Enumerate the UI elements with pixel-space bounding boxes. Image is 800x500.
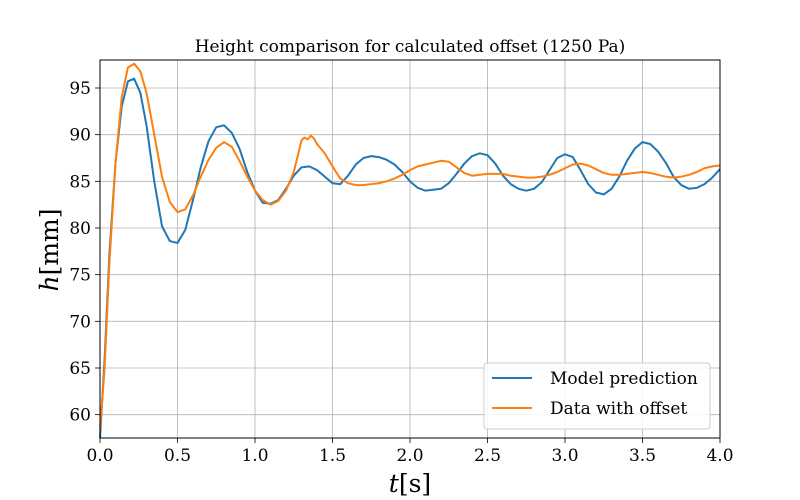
- legend-label-data: Data with offset: [550, 399, 687, 419]
- y-tick-label: 75: [69, 266, 91, 286]
- x-tick-label: 1.0: [241, 446, 268, 466]
- series-group: [99, 62, 721, 439]
- y-tick-label: 95: [69, 79, 91, 99]
- y-axis-label: h[mm]: [35, 208, 64, 291]
- y-tick-label: 90: [69, 126, 91, 146]
- x-tick-label: 2.0: [396, 446, 423, 466]
- x-tick-label: 1.5: [319, 446, 346, 466]
- chart-title: Height comparison for calculated offset …: [195, 37, 626, 57]
- y-axis-unit: [mm]: [35, 208, 64, 275]
- x-tick-label: 0.5: [164, 446, 191, 466]
- series-line-data-with-offset: [99, 62, 721, 429]
- x-axis-label: t[s]: [389, 469, 431, 498]
- y-tick-label: 80: [69, 219, 91, 239]
- x-tick-label: 4.0: [706, 446, 733, 466]
- x-tick-label: 2.5: [474, 446, 501, 466]
- series-line-model-prediction: [99, 77, 721, 439]
- y-axis-var: h: [35, 275, 64, 291]
- y-ticks: 60 65 70 75 80 85 90 95: [69, 79, 100, 426]
- y-tick-label: 70: [69, 312, 91, 332]
- x-tick-label: 3.0: [551, 446, 578, 466]
- y-tick-label: 65: [69, 359, 91, 379]
- legend: Model prediction Data with offset: [483, 362, 711, 430]
- legend-label-model: Model prediction: [550, 369, 698, 389]
- grid: [99, 60, 721, 438]
- x-tick-label: 3.5: [629, 446, 656, 466]
- y-tick-label: 85: [69, 172, 91, 192]
- x-axis-unit: [s]: [399, 469, 431, 498]
- x-axis-var: t: [389, 469, 400, 498]
- legend-box: [483, 362, 711, 430]
- y-tick-label: 60: [69, 406, 91, 426]
- x-tick-label: 0.0: [86, 446, 113, 466]
- x-ticks: 0.0 0.5 1.0 1.5 2.0 2.5 3.0 3.5 4.0: [86, 438, 734, 466]
